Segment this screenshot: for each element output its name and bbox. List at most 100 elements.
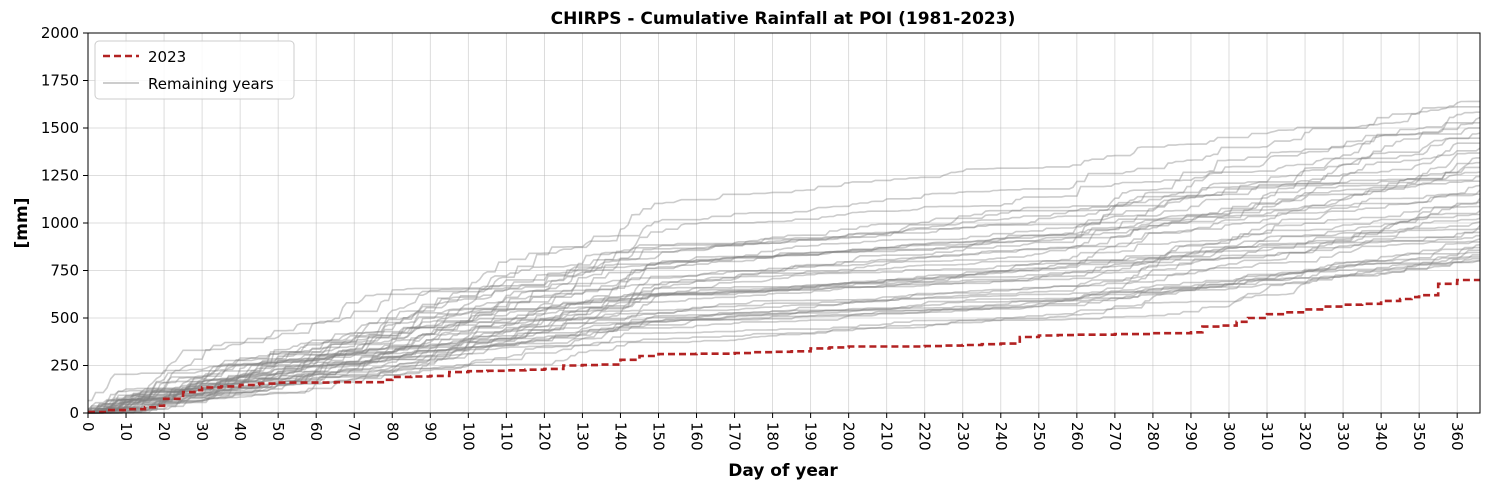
remaining-years-series [87, 100, 1481, 414]
x-tick-label: 290 [1182, 422, 1200, 451]
x-tick-label: 270 [1106, 422, 1124, 451]
x-tick-label: 320 [1296, 422, 1314, 451]
remaining-year-line [87, 205, 1480, 411]
x-tick-label: 250 [1030, 422, 1048, 451]
remaining-year-line [87, 111, 1480, 414]
x-tick-label: 230 [954, 422, 972, 451]
x-tick-label: 360 [1448, 422, 1466, 451]
remaining-year-line [88, 224, 1481, 414]
y-axis-ticks: 0 250 500 750 1000 1250 1500 1750 2000 [41, 24, 88, 422]
x-tick-label: 100 [459, 422, 477, 451]
remaining-year-line [88, 249, 1481, 414]
x-tick-label: 140 [611, 422, 629, 451]
remaining-year-line [88, 257, 1480, 414]
x-tick-label: 20 [155, 422, 173, 441]
remaining-year-line [87, 231, 1480, 414]
x-tick-label: 300 [1220, 422, 1238, 451]
x-tick-label: 110 [497, 422, 515, 451]
x-tick-label: 240 [992, 422, 1010, 451]
x-tick-label: 90 [421, 422, 439, 441]
remaining-year-line [88, 228, 1480, 414]
x-tick-label: 150 [649, 422, 667, 451]
x-tick-label: 30 [193, 422, 211, 441]
legend-2023-label: 2023 [148, 48, 186, 66]
x-tick-label: 130 [573, 422, 591, 451]
x-tick-label: 50 [269, 422, 287, 441]
remaining-year-line [88, 246, 1480, 414]
x-tick-label: 160 [688, 422, 706, 451]
remaining-year-line [88, 152, 1480, 414]
remaining-year-line [88, 184, 1481, 414]
remaining-year-line [88, 193, 1480, 414]
remaining-year-line [88, 132, 1481, 414]
remaining-year-line [88, 142, 1480, 414]
x-tick-label: 70 [345, 422, 363, 441]
y-tick-label: 1750 [41, 72, 79, 90]
remaining-year-line [88, 171, 1481, 413]
remaining-year-line [88, 127, 1480, 410]
x-tick-label: 80 [383, 422, 401, 441]
x-tick-label: 210 [878, 422, 896, 451]
remaining-year-line [88, 197, 1481, 413]
remaining-year-line [88, 254, 1480, 414]
remaining-year-line [87, 137, 1480, 414]
chart-title: CHIRPS - Cumulative Rainfall at POI (198… [551, 9, 1016, 29]
remaining-year-line [88, 256, 1480, 414]
remaining-year-line [88, 217, 1481, 414]
remaining-year-line [88, 238, 1481, 414]
remaining-year-line [87, 106, 1480, 414]
remaining-year-line [87, 260, 1480, 414]
remaining-year-line [87, 221, 1481, 414]
x-tick-label: 60 [307, 422, 325, 441]
x-axis-label: Day of year [728, 461, 838, 481]
y-tick-label: 500 [50, 309, 79, 327]
x-tick-label: 10 [117, 422, 135, 441]
y-tick-label: 250 [50, 357, 79, 375]
y-tick-label: 1500 [41, 119, 79, 137]
remaining-year-line [88, 157, 1480, 414]
x-axis-ticks: 0 10 20 30 40 50 60 70 80 90 100 110 120 130 140 150 160… [79, 413, 1466, 451]
x-tick-label: 200 [840, 422, 858, 451]
legend-remaining-years-label: Remaining years [148, 75, 274, 93]
y-tick-label: 2000 [41, 24, 79, 42]
remaining-year-line [88, 213, 1480, 414]
x-tick-label: 260 [1068, 422, 1086, 451]
x-tick-label: 330 [1334, 422, 1352, 451]
x-tick-label: 220 [916, 422, 934, 451]
remaining-year-line [87, 116, 1481, 402]
remaining-year-line [88, 122, 1480, 414]
remaining-year-line [88, 189, 1481, 414]
remaining-year-line [87, 259, 1481, 414]
remaining-year-line [88, 147, 1481, 414]
remaining-year-line [88, 251, 1480, 414]
remaining-year-line [88, 166, 1480, 414]
x-tick-label: 340 [1372, 422, 1390, 451]
remaining-year-line [87, 180, 1480, 414]
y-tick-label: 750 [50, 262, 79, 280]
remaining-year-line [87, 234, 1480, 414]
remaining-year-line [87, 241, 1480, 414]
remaining-year-line [88, 175, 1480, 414]
x-tick-label: 0 [79, 422, 97, 432]
series-2023 [88, 278, 1480, 414]
x-tick-label: 310 [1258, 422, 1276, 451]
y-tick-label: 0 [69, 404, 79, 422]
line-2023 [88, 278, 1480, 414]
x-tick-label: 120 [535, 422, 553, 451]
x-tick-label: 180 [764, 422, 782, 451]
legend: 2023 Remaining years [94, 40, 295, 100]
y-tick-label: 1000 [41, 214, 79, 232]
y-axis-label: [mm] [12, 198, 32, 249]
x-tick-label: 40 [231, 422, 249, 441]
remaining-year-line [88, 161, 1480, 412]
remaining-year-line [87, 209, 1481, 412]
x-tick-label: 280 [1144, 422, 1162, 451]
remaining-year-line [88, 244, 1481, 412]
y-tick-label: 1250 [41, 167, 79, 185]
x-tick-label: 190 [802, 422, 820, 451]
remaining-year-line [88, 201, 1480, 414]
remaining-year-line [88, 100, 1480, 414]
legend-box [94, 40, 295, 100]
x-tick-label: 350 [1410, 422, 1428, 451]
